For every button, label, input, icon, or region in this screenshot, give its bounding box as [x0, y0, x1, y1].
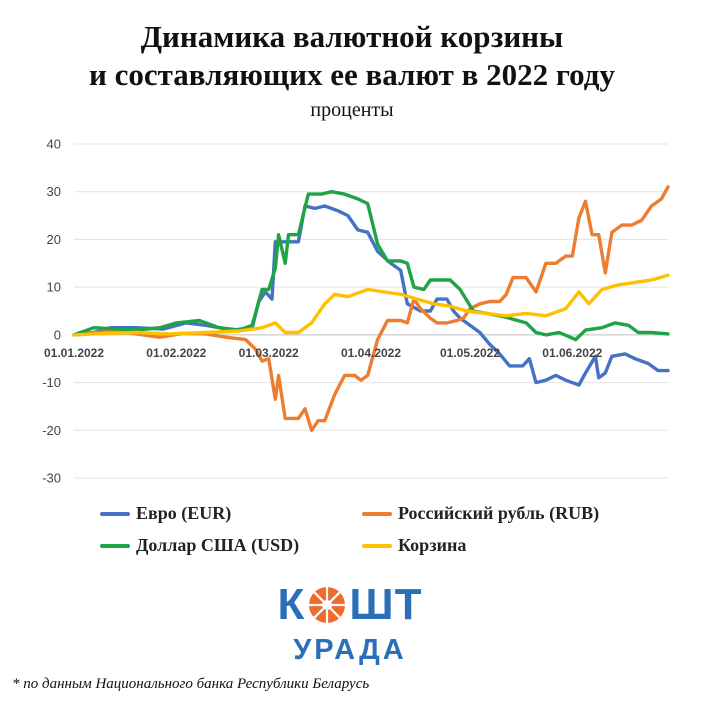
y-tick-label: 40: [47, 137, 61, 152]
x-tick-label: 01.05.2022: [440, 346, 500, 360]
y-tick-label: 30: [47, 184, 61, 199]
title-line-2: и составляющих ее валют в 2022 году: [89, 57, 615, 92]
y-tick-label: -20: [42, 423, 61, 438]
coin-icon: [309, 587, 346, 623]
chart-title: Динамика валютной корзины и составляющих…: [0, 18, 704, 94]
series-line-3: [72, 273, 670, 337]
x-tick-label: 01.02.2022: [146, 346, 206, 360]
y-tick-label: -30: [42, 471, 61, 486]
y-tick-label: 10: [47, 280, 61, 295]
x-tick-label: 01.03.2022: [239, 346, 299, 360]
footnote: * по данным Национального банка Республи…: [12, 676, 370, 692]
x-tick-label: 01.01.2022: [44, 346, 104, 360]
chart-grid: [74, 143, 668, 479]
title-line-1: Динамика валютной корзины: [140, 19, 564, 54]
logo-wordmark: К ШТ: [262, 580, 438, 629]
chart-subtitle: проценты: [310, 99, 394, 121]
y-tick-label: 0: [54, 327, 61, 342]
x-tick-label: 01.04.2022: [341, 346, 401, 360]
y-tick-label: 20: [47, 232, 61, 247]
series-line-1: [72, 185, 670, 432]
chart-series: [72, 185, 670, 432]
x-axis-ticks: 01.01.2022 01.02.2022 01.03.2022 01.04.2022…: [44, 346, 603, 360]
x-tick-label: 01.06.2022: [542, 346, 602, 360]
y-axis-ticks: 40 30 20 10 0 -10 -20 -30: [42, 137, 61, 486]
logo-letter-k: К: [277, 580, 306, 629]
logo-subtitle: УРАДА: [293, 634, 407, 666]
koshty-urada-logo: К ШТ УРАДА: [262, 580, 438, 672]
y-tick-label: -10: [42, 375, 61, 390]
logo-letters-sht: ШТ: [349, 580, 423, 629]
